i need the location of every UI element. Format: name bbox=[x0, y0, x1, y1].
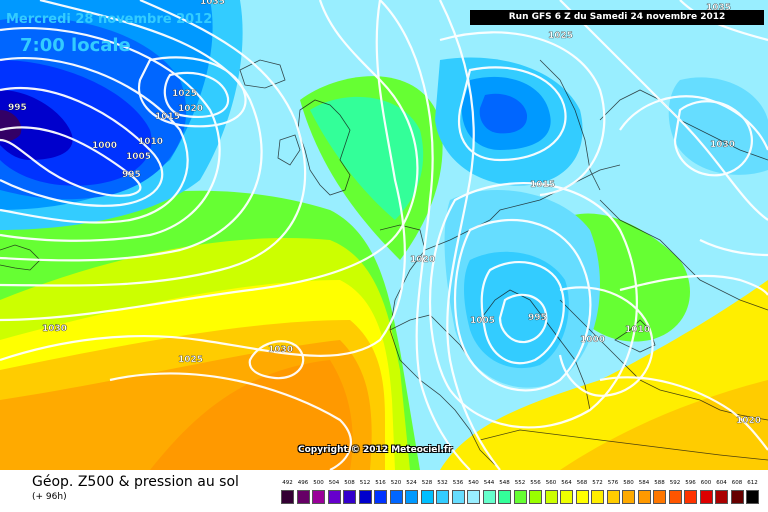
isobar-label: 1015 bbox=[155, 112, 180, 122]
legend-tick: 536 bbox=[452, 480, 464, 486]
legend-tick: 544 bbox=[483, 480, 495, 486]
isobar-label: 1000 bbox=[580, 335, 605, 345]
legend-tick: 532 bbox=[437, 480, 448, 486]
legend-tick: 524 bbox=[406, 480, 417, 486]
legend-swatch bbox=[296, 490, 310, 504]
map-product-title: Géop. Z500 & pression au sol bbox=[32, 474, 239, 490]
legend-swatch bbox=[730, 490, 744, 504]
legend-swatch bbox=[513, 490, 527, 504]
geopotential-fields bbox=[0, 0, 768, 470]
isobar-label: 1025 bbox=[548, 31, 573, 41]
isobar-label: 1000 bbox=[92, 141, 117, 151]
legend-swatch bbox=[451, 490, 465, 504]
legend-tick: 512 bbox=[359, 480, 371, 486]
run-info: Run GFS 6 Z du Samedi 24 novembre 2012 bbox=[470, 10, 764, 25]
legend-tick: 556 bbox=[530, 480, 541, 486]
isobar-label: 1035 bbox=[706, 3, 731, 13]
legend-swatch bbox=[436, 490, 449, 504]
isobar-label: 1015 bbox=[530, 180, 555, 190]
legend-swatch bbox=[622, 490, 635, 504]
legend-tick: 516 bbox=[375, 480, 386, 486]
isobars bbox=[0, 0, 768, 470]
legend-tick: 520 bbox=[390, 480, 402, 486]
legend-tick: 552 bbox=[514, 480, 526, 486]
legend-swatch bbox=[467, 490, 480, 504]
legend-tick: 572 bbox=[592, 480, 603, 486]
isobar-label: 1025 bbox=[172, 89, 197, 99]
legend-swatch bbox=[482, 490, 496, 504]
legend-tick: 504 bbox=[328, 480, 340, 486]
isobar-label: 1030 bbox=[42, 324, 67, 334]
legend-swatch bbox=[606, 490, 620, 504]
legend-tick: 592 bbox=[669, 480, 681, 486]
legend-swatch bbox=[560, 490, 573, 504]
legend-swatch bbox=[327, 490, 341, 504]
forecast-range: (+ 96h) bbox=[32, 492, 67, 502]
legend-swatch bbox=[746, 490, 759, 504]
legend-swatch bbox=[684, 490, 697, 504]
legend-tick: 564 bbox=[561, 480, 572, 486]
isobar-label: 995 bbox=[122, 170, 141, 180]
forecast-date: Mercredi 28 novembre 2012 bbox=[6, 12, 213, 27]
legend-tick: 540 bbox=[468, 480, 479, 486]
forecast-time: 7:00 locale bbox=[20, 35, 131, 56]
isobar-label: 1020 bbox=[736, 416, 761, 426]
legend-tick: 508 bbox=[344, 480, 355, 486]
isobar-label: 995 bbox=[528, 313, 547, 323]
isobar-label: 1030 bbox=[42, 324, 67, 334]
weather-map: 995 1000 1005 1010 1015 1020 1025 1030 1… bbox=[0, 0, 768, 470]
legend-tick: 500 bbox=[313, 480, 324, 486]
copyright: Copyright © 2012 Meteociel.fr bbox=[298, 445, 453, 455]
isobar-label: 1010 bbox=[625, 325, 650, 335]
legend-swatch bbox=[343, 490, 356, 504]
isobar-label: 1030 bbox=[710, 140, 735, 150]
isobar-label: 1005 bbox=[470, 316, 495, 326]
legend-tick: 568 bbox=[576, 480, 588, 486]
isobar-label: 1005 bbox=[126, 152, 151, 162]
legend-swatch bbox=[637, 490, 651, 504]
legend-tick: 604 bbox=[716, 480, 727, 486]
isobar-label: 995 bbox=[8, 103, 27, 113]
legend-swatch bbox=[668, 490, 682, 504]
legend-tick: 496 bbox=[297, 480, 309, 486]
legend-tick: 576 bbox=[607, 480, 619, 486]
legend-tick: 492 bbox=[282, 480, 293, 486]
legend-swatch bbox=[389, 490, 403, 504]
legend-swatch bbox=[575, 490, 589, 504]
legend-swatch bbox=[529, 490, 542, 504]
legend-swatch bbox=[498, 490, 511, 504]
isobar-label: 1030 bbox=[268, 345, 293, 355]
legend-swatch bbox=[653, 490, 666, 504]
isobar-label: 1020 bbox=[178, 104, 203, 114]
legend-swatch bbox=[374, 490, 387, 504]
legend-tick: 608 bbox=[731, 480, 743, 486]
legend-tick: 528 bbox=[421, 480, 433, 486]
legend-tick: 560 bbox=[545, 480, 557, 486]
legend-swatch bbox=[591, 490, 604, 504]
legend-swatch bbox=[281, 490, 294, 504]
legend-tick: 584 bbox=[638, 480, 650, 486]
legend-tick: 600 bbox=[700, 480, 712, 486]
legend-swatch bbox=[312, 490, 325, 504]
isobar-labels: 995 1000 1005 1010 1015 1020 1025 1030 1… bbox=[8, 0, 761, 426]
legend-tick: 588 bbox=[654, 480, 665, 486]
isobar-label: 1025 bbox=[178, 355, 203, 365]
legend-swatch bbox=[358, 490, 372, 504]
legend-tick: 596 bbox=[685, 480, 696, 486]
isobar-label: 1035 bbox=[200, 0, 225, 7]
legend-swatch bbox=[715, 490, 728, 504]
legend-tick: 548 bbox=[499, 480, 510, 486]
legend-swatch bbox=[405, 490, 418, 504]
legend-tick: 612 bbox=[747, 480, 758, 486]
legend-swatch bbox=[544, 490, 558, 504]
legend-swatch bbox=[699, 490, 713, 504]
legend-tick: 580 bbox=[623, 480, 634, 486]
isobar-label: 1010 bbox=[138, 137, 163, 147]
isobar-label: 1020 bbox=[410, 255, 435, 265]
legend-swatch bbox=[420, 490, 434, 504]
